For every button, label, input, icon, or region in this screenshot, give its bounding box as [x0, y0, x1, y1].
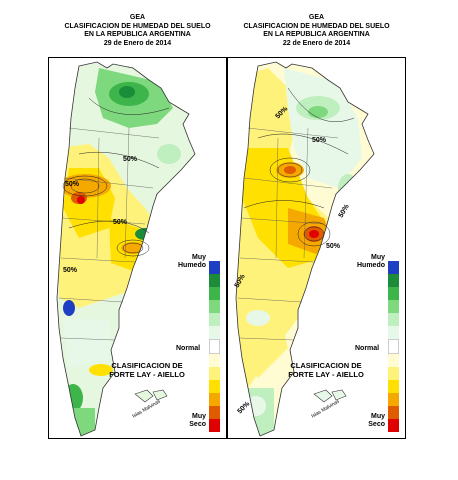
map-header: GEA CLASIFICACION DE HUMEDAD DEL SUELO E… — [227, 14, 406, 48]
map-frame: 50% 50% 50% 50% Islas Malvinas CLASIFICA… — [48, 57, 227, 439]
legend-wet-label: Muy Humedo — [357, 254, 385, 269]
map-region: EN LA REPUBLICA ARGENTINA — [84, 31, 191, 38]
map-title: CLASIFICACION DE HUMEDAD DEL SUELO — [243, 22, 390, 30]
soil-moisture-map-jan-29: GEA CLASIFICACION DE HUMEDAD DEL SUELO E… — [48, 14, 227, 439]
contour-label: 50% — [326, 243, 341, 250]
legend-normal-label: Normal — [355, 345, 380, 352]
contour-label: 50% — [236, 400, 251, 415]
contour-label: 50% — [63, 267, 78, 274]
classification-label: CLASIFICACION DE FORTE LAY - AIELLO — [288, 361, 364, 379]
argentina-map: 50% 50% 50% 50% Islas Malvinas — [56, 61, 196, 437]
contour-label: 50% — [123, 156, 138, 163]
classification-label: CLASIFICACION DE FORTE LAY - AIELLO — [109, 361, 185, 379]
map-date: 22 de Enero de 2014 — [282, 39, 351, 47]
legend-normal-label: Normal — [176, 345, 201, 352]
argentina-map: 50% 50% 50% 50% 50% 50% Islas Malvinas — [234, 61, 375, 437]
map-frame: 50% 50% 50% 50% 50% 50% Islas Malvinas C… — [227, 57, 406, 439]
legend-dry-label: Muy Seco — [368, 413, 385, 428]
soil-moisture-map-jan-22: GEA CLASIFICACION DE HUMEDAD DEL SUELO E… — [227, 14, 406, 439]
map-date: 29 de Enero de 2014 — [103, 39, 172, 47]
islands-label: Islas Malvinas — [310, 398, 341, 419]
legend-dry-label: Muy Seco — [189, 413, 206, 428]
legend-scale — [388, 261, 399, 432]
contour-label: 50% — [113, 219, 128, 226]
map-region: EN LA REPUBLICA ARGENTINA — [263, 31, 370, 38]
org-label: GEA — [308, 14, 325, 21]
legend-scale — [209, 261, 220, 432]
map-header: GEA CLASIFICACION DE HUMEDAD DEL SUELO E… — [48, 14, 227, 48]
contour-label: 50% — [312, 137, 327, 144]
contour-label: 50% — [338, 203, 351, 219]
legend-wet-label: Muy Humedo — [178, 254, 206, 269]
map-title: CLASIFICACION DE HUMEDAD DEL SUELO — [64, 22, 211, 30]
contour-label: 50% — [65, 181, 80, 188]
islands-label: Islas Malvinas — [131, 398, 162, 419]
org-label: GEA — [129, 14, 146, 21]
